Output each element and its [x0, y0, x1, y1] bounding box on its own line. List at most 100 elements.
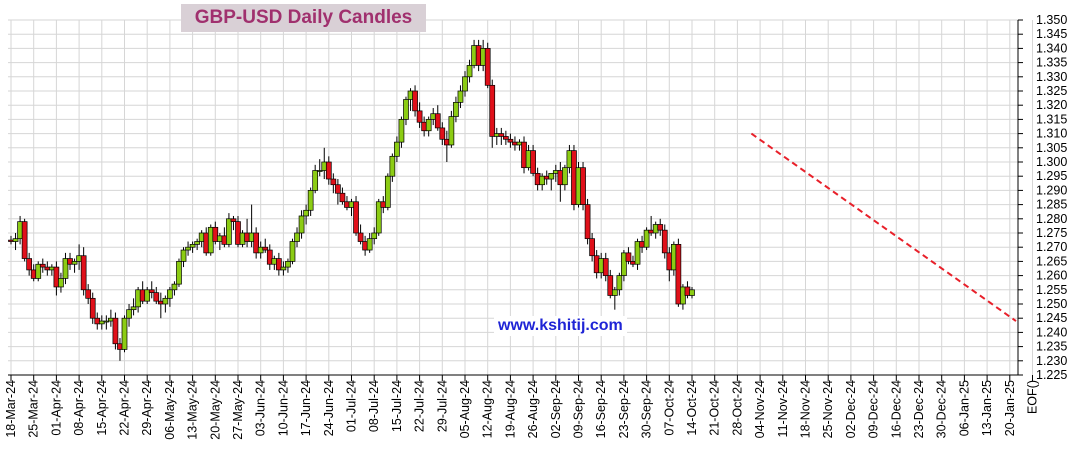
y-tick-label: 1.270 — [1036, 240, 1067, 254]
trendline-layer — [750, 132, 1017, 322]
candle-body — [98, 320, 105, 325]
candle — [325, 156, 332, 185]
x-tick-label: 29-Jul-24 — [435, 380, 449, 432]
y-tick-label: 1.340 — [1036, 41, 1067, 55]
x-tick-label: 07-Oct-24 — [662, 380, 676, 436]
x-tick-label: 26-Aug-24 — [526, 380, 540, 438]
candle — [71, 258, 78, 273]
candle — [611, 286, 618, 310]
candle — [398, 116, 405, 148]
candle-body — [126, 309, 132, 319]
candle — [226, 213, 232, 248]
x-tick-label: 09-Dec-24 — [867, 380, 881, 438]
candle-body — [453, 102, 459, 117]
candle-body — [289, 241, 296, 262]
candle — [657, 218, 664, 236]
candle-body — [253, 232, 260, 254]
candle-body — [153, 292, 160, 302]
candle-body — [171, 283, 178, 291]
candle-body — [35, 263, 42, 279]
x-tick-label: 23-Dec-24 — [912, 380, 926, 438]
candle-body — [389, 155, 396, 177]
candle — [616, 272, 623, 296]
x-tick-label: EOF() — [1026, 380, 1040, 414]
candle-body — [130, 306, 137, 311]
candle-body — [212, 226, 219, 242]
candle-body — [303, 209, 309, 217]
x-tick-label: 13-Jan-25 — [980, 380, 994, 436]
candle — [98, 315, 105, 330]
x-tick-label: 25-Nov-24 — [821, 380, 835, 438]
candle-body — [403, 99, 409, 120]
x-tick-label: 23-Sep-24 — [617, 380, 631, 438]
candle-body — [189, 244, 196, 248]
y-tick-label: 1.225 — [1036, 368, 1067, 382]
candle — [689, 286, 695, 299]
x-tick-label: 08-Jul-24 — [367, 380, 381, 432]
candle — [412, 85, 418, 117]
candle-body — [26, 258, 33, 271]
candle-body — [548, 173, 555, 180]
candle — [162, 295, 169, 313]
candle-body — [357, 232, 364, 242]
candles — [8, 39, 695, 361]
candle-body — [621, 252, 627, 276]
y-tick-label: 1.250 — [1036, 297, 1067, 311]
candle-body — [335, 184, 341, 194]
candle — [562, 164, 568, 191]
candle — [335, 179, 341, 205]
candle-body — [457, 90, 464, 103]
candle-body — [276, 258, 282, 271]
y-tick-label: 1.255 — [1036, 283, 1067, 297]
candle — [262, 238, 269, 253]
candle-body — [439, 127, 446, 140]
y-tick-label: 1.275 — [1036, 226, 1067, 240]
candle — [171, 281, 178, 296]
candle-body — [371, 232, 378, 240]
candle-body — [230, 218, 237, 222]
x-tick-label: 24-Jun-24 — [322, 380, 336, 436]
candle — [339, 187, 346, 205]
candle-body — [675, 244, 682, 305]
candle-body — [366, 238, 373, 251]
candle — [484, 42, 491, 89]
x-tick-label: 16-Sep-24 — [594, 380, 608, 438]
candle — [167, 286, 173, 307]
x-tick-label: 28-Oct-24 — [730, 380, 744, 436]
x-tick-label: 21-Oct-24 — [708, 380, 722, 436]
y-tick-label: 1.265 — [1036, 254, 1067, 268]
candle — [394, 136, 400, 162]
candle — [489, 79, 496, 148]
x-tick-label: 15-Jul-24 — [390, 380, 404, 432]
candle-body — [562, 167, 568, 186]
candle — [289, 238, 296, 265]
candle-body — [112, 317, 119, 345]
candle — [353, 196, 359, 236]
x-tick-label: 17-Jun-24 — [299, 380, 313, 436]
candle — [176, 258, 182, 287]
y-tick-label: 1.325 — [1036, 84, 1067, 98]
candle-body — [312, 170, 319, 191]
y-tick-label: 1.260 — [1036, 269, 1067, 283]
candle — [466, 59, 473, 83]
x-tick-label: 18-Nov-24 — [799, 380, 813, 438]
x-tick-label: 18-Mar-24 — [4, 380, 18, 438]
y-tick-label: 1.295 — [1036, 169, 1067, 183]
x-tick-label: 27-May-24 — [231, 380, 245, 440]
chart-title: GBP-USD Daily Candles — [194, 7, 413, 28]
candle-body — [412, 90, 418, 112]
candle — [498, 127, 505, 145]
candle-body — [39, 263, 46, 268]
candle — [85, 284, 92, 304]
candle-body — [503, 136, 509, 140]
candle — [307, 187, 314, 216]
y-tick-label: 1.305 — [1036, 141, 1067, 155]
candle-body — [584, 204, 591, 240]
y-tick-label: 1.245 — [1036, 311, 1067, 325]
y-tick-label: 1.335 — [1036, 56, 1067, 70]
candle-body — [71, 261, 78, 265]
candle — [434, 105, 441, 131]
grid — [8, 19, 1033, 376]
y-tick-label: 1.345 — [1036, 27, 1067, 41]
x-tick-label: 25-Mar-24 — [27, 380, 41, 438]
